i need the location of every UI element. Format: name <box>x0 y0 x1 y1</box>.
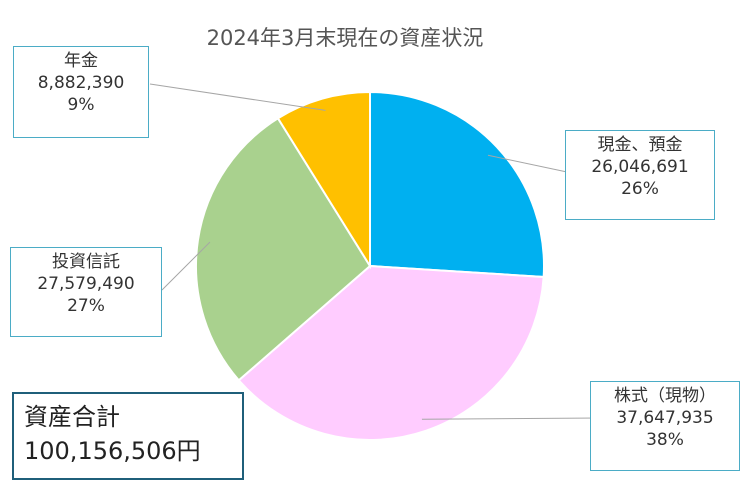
data-label-value: 26,046,691 <box>591 157 689 177</box>
data-label-value: 37,647,935 <box>616 408 714 428</box>
leader-line <box>161 241 211 291</box>
total-label: 資産合計 <box>24 403 120 431</box>
pie-slice-pension <box>276 90 371 270</box>
data-label-percent: 9% <box>67 95 95 115</box>
leader-line <box>149 83 326 111</box>
data-label-name: 年金 <box>64 51 98 71</box>
pie-slice-funds <box>195 116 372 382</box>
data-label-value: 27,579,490 <box>37 274 135 294</box>
data-label-percent: 38% <box>646 430 684 450</box>
leader-line <box>487 154 568 173</box>
leader-line <box>421 417 601 420</box>
data-label-cash: 現金、預金 26,046,691 26% <box>565 130 715 220</box>
total-assets-box: 資産合計 100,156,506円 <box>12 392 244 480</box>
data-label-name: 株式（現物） <box>614 386 716 406</box>
data-label-stocks: 株式（現物） 37,647,935 38% <box>590 381 740 471</box>
data-label-value: 8,882,390 <box>37 73 125 93</box>
total-value: 100,156,506円 <box>24 437 201 465</box>
data-label-funds: 投資信託 27,579,490 27% <box>10 247 162 337</box>
pie-slice-stocks <box>237 264 545 441</box>
data-label-percent: 26% <box>621 179 659 199</box>
data-label-name: 投資信託 <box>52 252 120 272</box>
chart-title: 2024年3月末現在の資産状況 <box>206 26 484 50</box>
data-label-name: 現金、預金 <box>597 135 683 155</box>
data-label-percent: 27% <box>67 296 105 316</box>
data-label-pension: 年金 8,882,390 9% <box>13 46 149 138</box>
pie-slice-cash <box>369 90 545 279</box>
